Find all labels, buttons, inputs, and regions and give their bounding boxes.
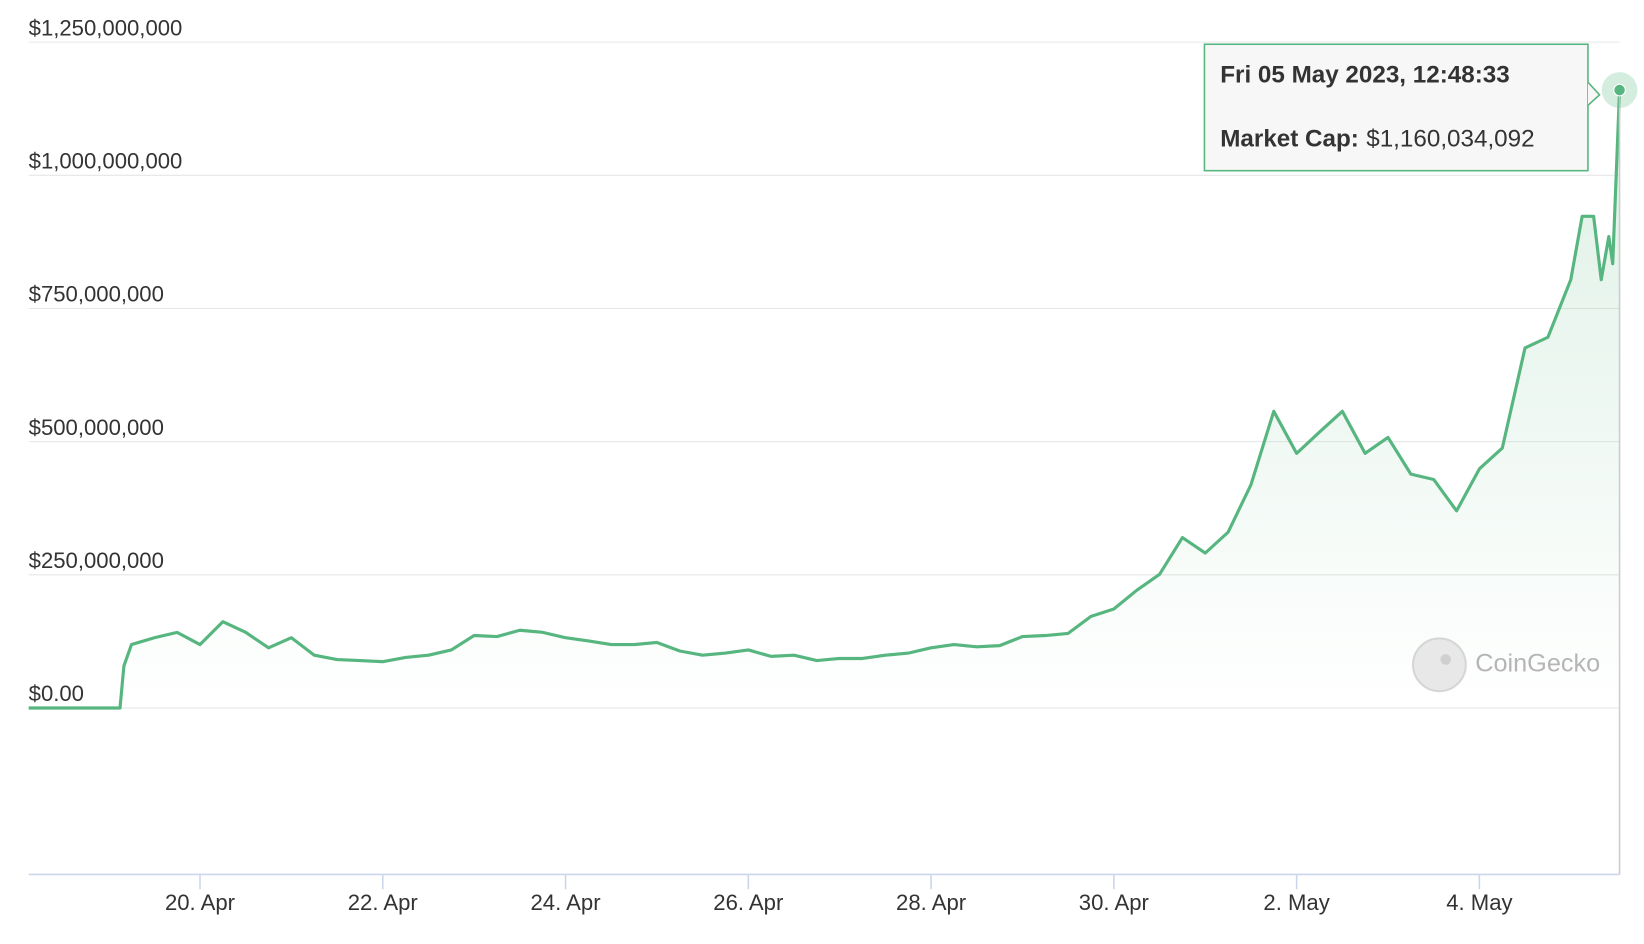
watermark-logo (1412, 637, 1467, 693)
x-tick-label: 22. Apr (348, 890, 418, 915)
watermark-text: CoinGecko (1475, 649, 1600, 677)
y-tick-label: $0.00 (29, 681, 84, 706)
tooltip-label: Market Cap: (1220, 126, 1359, 153)
x-tick-label: 4. May (1446, 890, 1513, 915)
tooltip-value: $1,160,034,092 (1366, 126, 1534, 153)
y-tick-label: $500,000,000 (29, 415, 164, 440)
x-tick-label: 26. Apr (713, 890, 783, 915)
tooltip-pointer (1587, 81, 1601, 106)
y-tick-label: $1,250,000,000 (29, 15, 183, 40)
x-tick-label: 2. May (1263, 890, 1330, 915)
tooltip-date: Fri 05 May 2023, 12:48:33 (1220, 61, 1509, 88)
x-tick-label: 30. Apr (1079, 890, 1149, 915)
watermark-logo-eye (1440, 654, 1451, 665)
y-tick-label: $1,000,000,000 (29, 149, 183, 174)
y-tick-label: $250,000,000 (29, 548, 164, 573)
tooltip-box (1203, 43, 1589, 172)
hover-point (1613, 83, 1626, 97)
area (28, 90, 1620, 708)
x-tick-label: 24. Apr (531, 890, 601, 915)
y-tick-label: $750,000,000 (29, 282, 164, 307)
tooltip: Fri 05 May 2023, 12:48:33 Market Cap: $1… (1203, 43, 1601, 172)
line (28, 90, 1622, 710)
x-tick-label: 20. Apr (165, 890, 235, 915)
x-tick-label: 28. Apr (896, 890, 966, 915)
watermark: CoinGecko (1412, 637, 1600, 693)
